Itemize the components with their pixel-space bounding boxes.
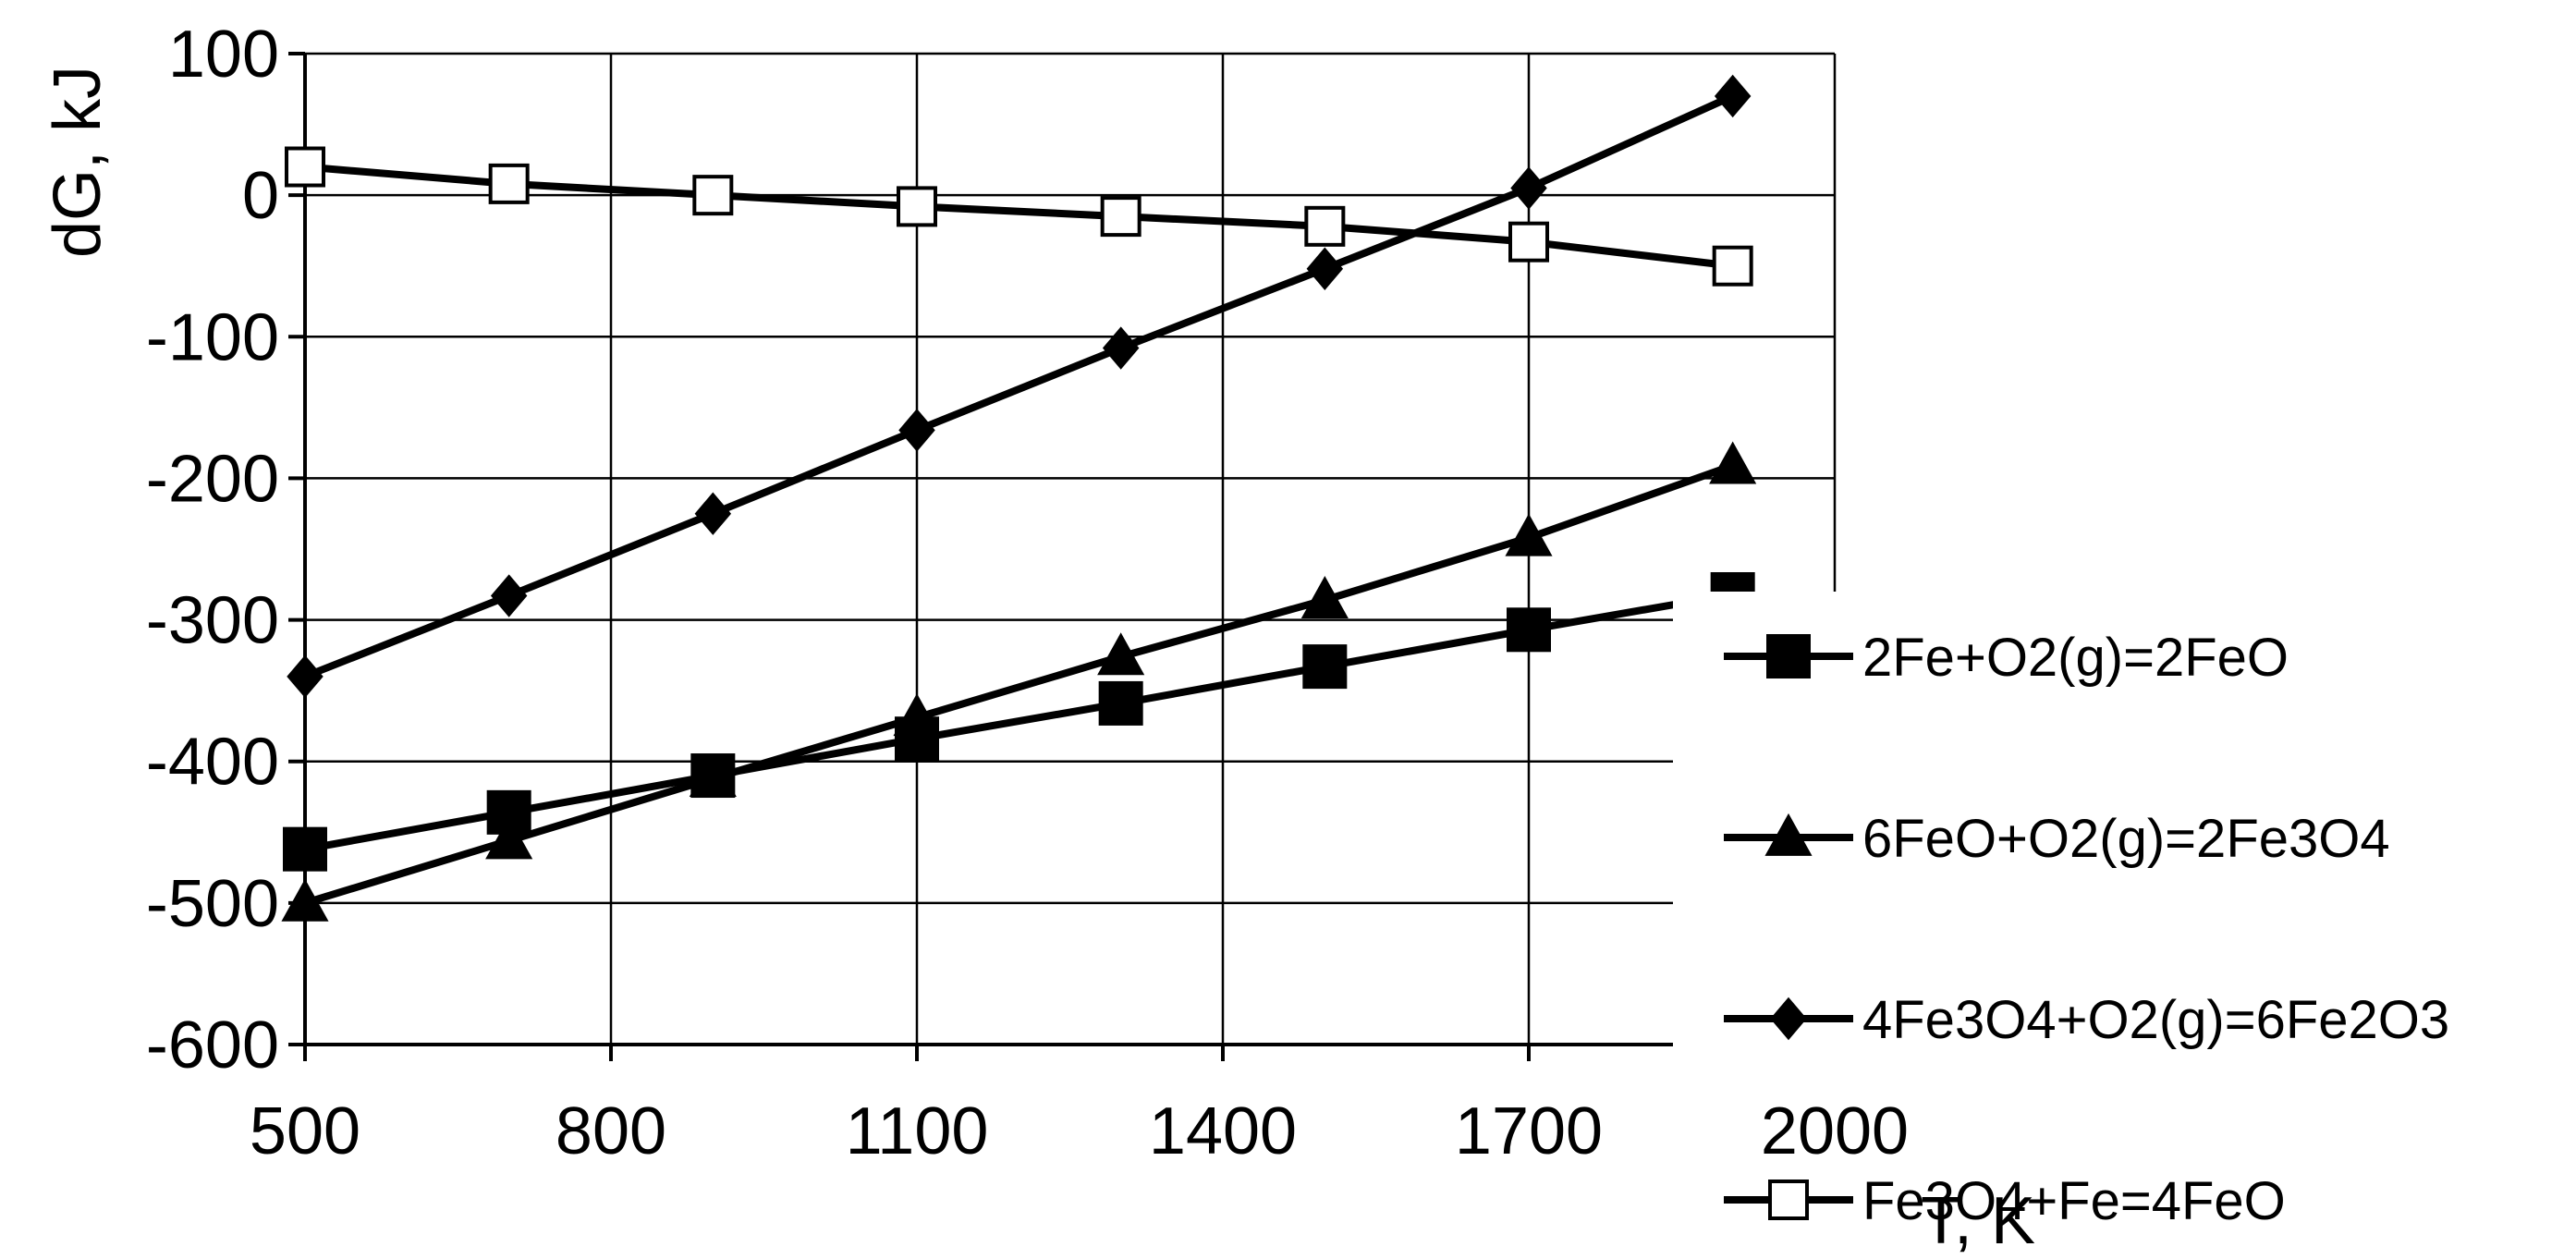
data-point bbox=[281, 878, 329, 922]
legend-marker bbox=[1766, 634, 1811, 678]
series-4 bbox=[285, 146, 1753, 287]
legend: 2Fe+O2(g)=2FeO 6FeO+O2(g)=2Fe3O4 4Fe3O4+O2… bbox=[1724, 628, 2449, 1231]
data-point bbox=[283, 826, 327, 872]
legend-item-3: 4Fe3O4+O2(g)=6Fe2O3 bbox=[1724, 990, 2449, 1050]
legend-marker bbox=[1770, 996, 1807, 1041]
data-point bbox=[1098, 680, 1143, 726]
data-point bbox=[490, 574, 528, 617]
series-line bbox=[303, 92, 1735, 680]
y-tick-label: -200 bbox=[146, 442, 279, 516]
data-point bbox=[1505, 513, 1553, 556]
axes bbox=[303, 54, 1835, 1046]
legend-label: 6FeO+O2(g)=2Fe3O4 bbox=[1862, 809, 2390, 869]
data-point bbox=[287, 654, 324, 699]
legend-item-2: 6FeO+O2(g)=2Fe3O4 bbox=[1724, 809, 2390, 869]
legend-label: 4Fe3O4+O2(g)=6Fe2O3 bbox=[1862, 990, 2449, 1050]
data-point bbox=[1507, 607, 1551, 653]
legend-label: Fe3O4+Fe=4FeO bbox=[1862, 1171, 2286, 1231]
data-point bbox=[1100, 196, 1141, 238]
y-tick-label: -100 bbox=[146, 300, 279, 374]
grid-lines bbox=[303, 52, 1837, 1046]
x-axis-label: T, K bbox=[1921, 1184, 2035, 1258]
data-point bbox=[692, 175, 734, 216]
data-point bbox=[285, 146, 325, 188]
x-tick-label: 1100 bbox=[846, 1094, 989, 1168]
data-point bbox=[485, 816, 533, 860]
data-point bbox=[1510, 166, 1547, 210]
series-line bbox=[304, 591, 1734, 853]
data-point bbox=[1306, 247, 1344, 290]
series-3 bbox=[287, 74, 1752, 699]
data-point bbox=[1097, 632, 1145, 676]
data-point bbox=[1714, 74, 1752, 118]
y-tick-label: -500 bbox=[146, 867, 279, 941]
y-tick-label: -600 bbox=[146, 1008, 279, 1082]
series-line bbox=[303, 461, 1735, 907]
y-tick-label: 100 bbox=[168, 18, 279, 92]
data-point bbox=[893, 693, 941, 737]
data-point bbox=[1709, 441, 1757, 484]
data-point bbox=[488, 163, 530, 204]
legend-label: 2Fe+O2(g)=2FeO bbox=[1862, 628, 2289, 688]
y-tick-label: -300 bbox=[146, 584, 279, 658]
x-tick-label: 500 bbox=[250, 1094, 360, 1168]
tick-labels: 100 0 -100 -200 -300 -400 -500 -600 500 800 1100 14… bbox=[146, 18, 1909, 1168]
legend-marker bbox=[1768, 1180, 1809, 1220]
y-tick-label: -400 bbox=[146, 726, 279, 800]
legend-marker bbox=[1764, 813, 1813, 856]
data-point bbox=[898, 409, 935, 452]
x-tick-label: 2000 bbox=[1761, 1094, 1909, 1168]
x-tick-label: 1700 bbox=[1455, 1094, 1603, 1168]
series-1 bbox=[283, 572, 1755, 872]
data-point bbox=[689, 754, 737, 797]
x-tick-label: 800 bbox=[555, 1094, 666, 1168]
data-point bbox=[1508, 221, 1549, 263]
legend-item-1: 2Fe+O2(g)=2FeO bbox=[1724, 628, 2289, 688]
y-tick-label: 0 bbox=[242, 159, 279, 233]
legend-background bbox=[1673, 592, 2576, 1072]
data-point bbox=[897, 186, 937, 227]
x-tick-label: 1400 bbox=[1149, 1094, 1297, 1168]
data-point bbox=[694, 492, 732, 535]
data-point bbox=[1102, 326, 1140, 370]
legend-item-4: Fe3O4+Fe=4FeO bbox=[1724, 1171, 2286, 1231]
data-point bbox=[1712, 245, 1753, 287]
data-point bbox=[1304, 205, 1346, 247]
data-point bbox=[1300, 576, 1349, 619]
series-2 bbox=[281, 441, 1757, 922]
y-axis-label: dG, kJ bbox=[41, 66, 115, 258]
series bbox=[281, 74, 1757, 922]
data-point bbox=[1302, 644, 1348, 690]
series-line bbox=[304, 163, 1734, 270]
